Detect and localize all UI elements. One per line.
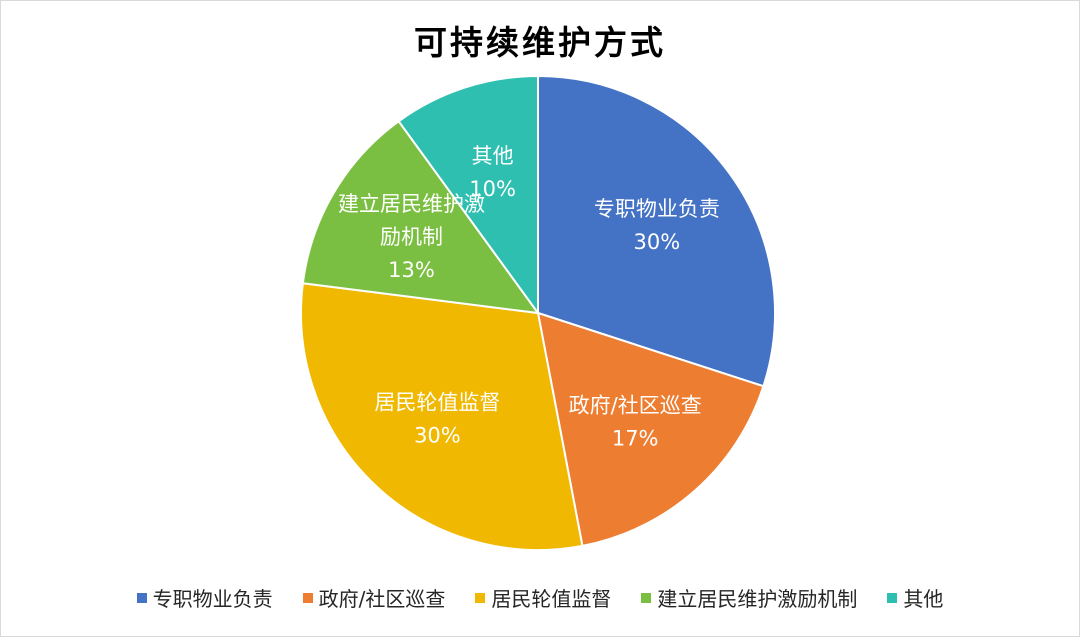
legend-label-0: 专职物业负责 <box>152 587 273 611</box>
slice-label-1-line-0: 政府/社区巡查 <box>569 394 702 418</box>
legend-label-1: 政府/社区巡查 <box>318 587 446 611</box>
legend-item-0: 专职物业负责 <box>136 583 273 612</box>
slice-label-2-line-0: 居民轮值监督 <box>374 391 500 415</box>
slice-percent-2: 30% <box>414 424 461 448</box>
legend-swatch-3 <box>641 592 652 603</box>
slice-percent-3: 13% <box>388 258 435 282</box>
slice-percent-4: 10% <box>469 177 516 201</box>
legend-label-3: 建立居民维护激励机制 <box>657 587 858 611</box>
slice-percent-1: 17% <box>612 427 659 451</box>
legend-label-2: 居民轮值监督 <box>491 587 612 611</box>
slice-label-3-line-1: 励机制 <box>380 225 443 249</box>
legend-item-3: 建立居民维护激励机制 <box>641 583 857 612</box>
legend-swatch-1 <box>302 592 313 603</box>
pie-slice-3 <box>301 119 541 315</box>
legend-item-2: 居民轮值监督 <box>475 583 611 612</box>
slice-label-3-line-0: 建立居民维护激 <box>338 192 485 216</box>
legend-item-1: 政府/社区巡查 <box>302 583 446 612</box>
pie-slice-0 <box>537 74 776 388</box>
legend-label-4: 其他 <box>903 587 944 611</box>
slice-label-0-line-0: 专职物业负责 <box>594 197 720 221</box>
pie-slice-4 <box>397 74 539 317</box>
legend-swatch-2 <box>475 592 486 603</box>
pie-data-labels: 专职物业负责 30% 政府/社区巡查 17% 居民轮值监督 30% 建立居民维护激励机制 13… <box>338 144 720 451</box>
legend-swatch-4 <box>887 592 898 603</box>
legend-item-4: 其他 <box>887 583 943 612</box>
slice-label-4-line-0: 其他 <box>472 144 514 168</box>
chart-legend: 专职物业负责 政府/社区巡查 居民轮值监督 建立居民维护激励机制 其他 <box>0 583 1080 612</box>
pie-slices <box>300 74 776 551</box>
pie-slice-1 <box>536 311 765 547</box>
slice-percent-0: 30% <box>634 230 681 254</box>
chart-title: 可持续维护方式 <box>414 23 666 62</box>
pie-slice-2 <box>300 282 584 551</box>
legend-swatch-0 <box>136 592 147 603</box>
